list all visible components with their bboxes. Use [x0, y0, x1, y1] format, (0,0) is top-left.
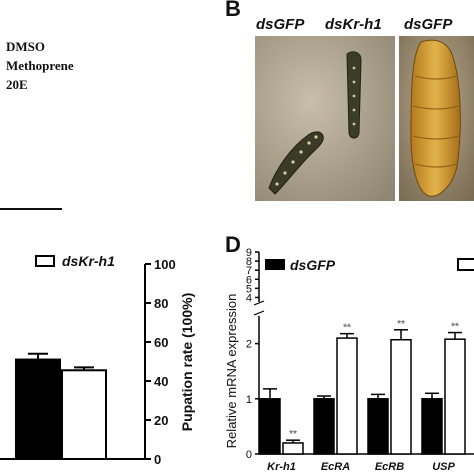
d-significance-marker: **: [289, 429, 297, 440]
c-bar: [15, 358, 61, 460]
d-y-tick-label: 6: [246, 274, 252, 286]
larvae-photo: [255, 36, 395, 201]
d-y-tick-label: 7: [246, 265, 252, 277]
legend-d-label: dsGFP: [290, 257, 336, 273]
d-bar: [390, 338, 412, 455]
legend-d-swatch-white: [457, 258, 474, 271]
mrna-expression-chart: D Relative mRNA expression dsGFP 0 1 2 4567…: [224, 232, 474, 473]
panel-b-letter: B: [225, 0, 241, 21]
legend-c: dsKr-h1: [35, 253, 115, 269]
d-y-tick-label: 5: [246, 283, 252, 295]
d-significance-marker: **: [397, 319, 405, 330]
pupation-rate-chart: dsKr-h1 0 20 40 60 80 100 Pupation rate (100%…: [0, 253, 195, 467]
photo-label-dsgfp-1: dsGFP: [256, 16, 305, 33]
panel-d-letter: D: [225, 232, 241, 257]
legend-20e: 20E: [6, 77, 28, 92]
d-axis-break-2: [253, 310, 265, 316]
d-bar: [259, 398, 281, 455]
legend-c-swatch: [35, 255, 55, 267]
c-bar: [61, 369, 107, 460]
d-bar: [421, 398, 443, 455]
c-y-tick-label: 0: [154, 452, 161, 467]
c-y-tick-label: 20: [154, 413, 168, 428]
d-axis-break-1: [253, 300, 265, 306]
d-bar: [313, 398, 335, 455]
pupa-photo: [399, 36, 474, 201]
d-y-tick-label: 8: [246, 256, 252, 268]
d-y-axis-label: Relative mRNA expression: [224, 294, 239, 449]
legend-methoprene: Methoprene: [6, 58, 74, 73]
d-significance-marker: **: [343, 323, 351, 334]
d-y-tick-label: 0: [246, 449, 252, 461]
legend-d: dsGFP: [265, 257, 474, 273]
c-y-tick-label: 100: [154, 257, 176, 272]
d-y-tick-label: 2: [246, 339, 252, 351]
d-y-tick-label: 4: [246, 292, 252, 304]
d-significance-marker: **: [451, 322, 459, 333]
legend-d-swatch-black: [265, 259, 285, 270]
d-x-tick-label: Kr-h1: [267, 461, 296, 473]
c-y-tick-label: 80: [154, 296, 168, 311]
c-y-axis-label: Pupation rate (100%): [179, 293, 195, 431]
photo-label-dsgfp-2: dsGFP: [404, 16, 453, 33]
d-bar: [282, 442, 304, 455]
legend-c-label: dsKr-h1: [62, 253, 115, 269]
legend-dmso: DMSO: [6, 39, 45, 54]
c-y-tick-label: 40: [154, 374, 168, 389]
photo-label-dskr-h1: dsKr-h1: [325, 16, 382, 33]
d-bar: [336, 337, 358, 455]
panel-a-divider: [0, 208, 62, 210]
d-bar: [444, 338, 466, 455]
d-bar: [367, 398, 389, 455]
d-y-tick-label: 1: [246, 394, 252, 406]
d-x-tick-label: USP: [432, 461, 455, 473]
c-y-tick-label: 60: [154, 335, 168, 350]
d-x-tick-label: EcRB: [375, 461, 404, 473]
d-x-tick-label: EcRA: [321, 461, 350, 473]
d-y-tick-label: 9: [246, 247, 252, 259]
